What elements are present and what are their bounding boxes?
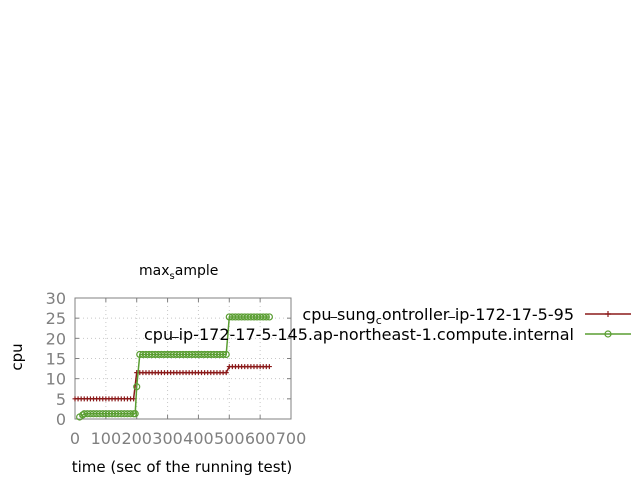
legend-part: cpu xyxy=(144,325,173,344)
legend-part-sup: _ xyxy=(447,304,455,319)
y-tick-label: 15 xyxy=(46,350,66,369)
legend-label-series-2: cpu_ip-172-17-5-145.ap-northeast-1.compu… xyxy=(144,324,574,344)
legend-part: ip-172-17-5-95 xyxy=(455,305,574,324)
series-line-1 xyxy=(75,365,270,400)
y-tick-label: 10 xyxy=(46,370,66,389)
data-point-series-2 xyxy=(126,410,135,418)
x-tick-label: 100 xyxy=(91,429,122,448)
legend-marker-series-2 xyxy=(604,330,612,338)
x-tick-label: 0 xyxy=(70,429,80,448)
legend-part: ontroller xyxy=(382,305,450,324)
legend-part: cpu xyxy=(302,305,331,324)
x-tick-label: 200 xyxy=(121,429,152,448)
grid xyxy=(75,298,291,419)
data-point-series-2 xyxy=(133,383,141,391)
legend-label-series-1: cpu_sungcontroller_ip-172-17-5-95 xyxy=(302,304,574,327)
x-tick-label: 700 xyxy=(276,429,307,448)
y-tick-label: 0 xyxy=(56,410,66,429)
data-point-series-2 xyxy=(79,411,87,419)
data-point-series-2 xyxy=(131,410,139,418)
y-tick-label: 30 xyxy=(46,289,66,308)
x-tick-label: 400 xyxy=(183,429,214,448)
legend: cpu_sungcontroller_ip-172-17-5-95 cpu_ip… xyxy=(144,304,631,344)
series-line-2 xyxy=(79,316,270,418)
chart-title: maxsample xyxy=(139,263,218,282)
series-layer xyxy=(72,313,273,421)
legend-part-sup: _ xyxy=(329,304,337,319)
legend-marker-series-1 xyxy=(605,311,611,317)
data-point-series-1 xyxy=(266,364,272,370)
legend-part-sub: c xyxy=(376,314,382,327)
y-tick-label: 5 xyxy=(56,390,66,409)
data-point-series-1 xyxy=(223,370,229,376)
x-tick-label: 300 xyxy=(152,429,183,448)
x-axis-label: time (sec of the running test) xyxy=(72,458,293,476)
y-tick-label: 20 xyxy=(46,329,66,348)
data-point-series-2 xyxy=(219,350,227,359)
data-point-series-2 xyxy=(265,313,273,321)
chart-title-main: max xyxy=(139,263,170,279)
y-axis-label: cpu xyxy=(8,343,26,370)
data-point-series-2 xyxy=(262,313,270,321)
x-tick-label: 600 xyxy=(245,429,276,448)
legend-part-sup: _ xyxy=(171,324,179,339)
chart-title-rest: ample xyxy=(175,263,219,279)
legend-part: ip-172-17-5-145.ap-northeast-1.compute.i… xyxy=(179,325,574,344)
plot-frame xyxy=(74,297,292,420)
legend-part: sung xyxy=(337,305,376,324)
chart-title-subscript: s xyxy=(170,271,175,282)
x-tick-label: 500 xyxy=(214,429,245,448)
y-tick-label: 25 xyxy=(46,309,66,328)
data-point-series-2 xyxy=(222,350,230,359)
